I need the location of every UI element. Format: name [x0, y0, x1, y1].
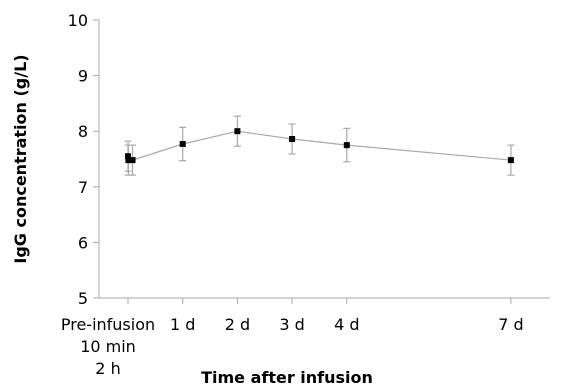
- data-point: [289, 135, 296, 142]
- y-tick-label: 5: [78, 289, 88, 308]
- y-axis-title: IgG concentration (g/L): [11, 54, 30, 263]
- data-point: [125, 153, 131, 160]
- x-axis-title: Time after infusion: [201, 368, 373, 386]
- data-point: [343, 142, 350, 149]
- x-tick-label: Pre-infusion: [61, 315, 155, 334]
- y-tick-label: 7: [78, 178, 88, 197]
- data-point: [125, 157, 132, 164]
- y-tick-label: 9: [78, 67, 88, 86]
- data-point: [507, 157, 514, 164]
- x-tick-label: 3 d: [279, 315, 304, 334]
- y-tick-label: 6: [78, 233, 88, 252]
- x-tick-label: 10 min: [80, 337, 136, 356]
- x-tick-label: 2 d: [225, 315, 250, 334]
- series-group: [124, 115, 515, 176]
- axes: 5 6 7 8 9 10 Pre-infusion 10 min 2 h 1 d 2 d 3 d 4 d…: [61, 11, 550, 378]
- y-tick-label: 10: [68, 11, 88, 30]
- x-tick-label: 7 d: [498, 315, 523, 334]
- data-point: [234, 128, 241, 135]
- data-point: [179, 140, 186, 147]
- x-tick-label: 2 h: [95, 359, 120, 378]
- y-tick-label: 8: [78, 122, 88, 141]
- x-tick-label: 4 d: [334, 315, 359, 334]
- x-tick-label: 1 d: [170, 315, 195, 334]
- data-point: [129, 157, 136, 164]
